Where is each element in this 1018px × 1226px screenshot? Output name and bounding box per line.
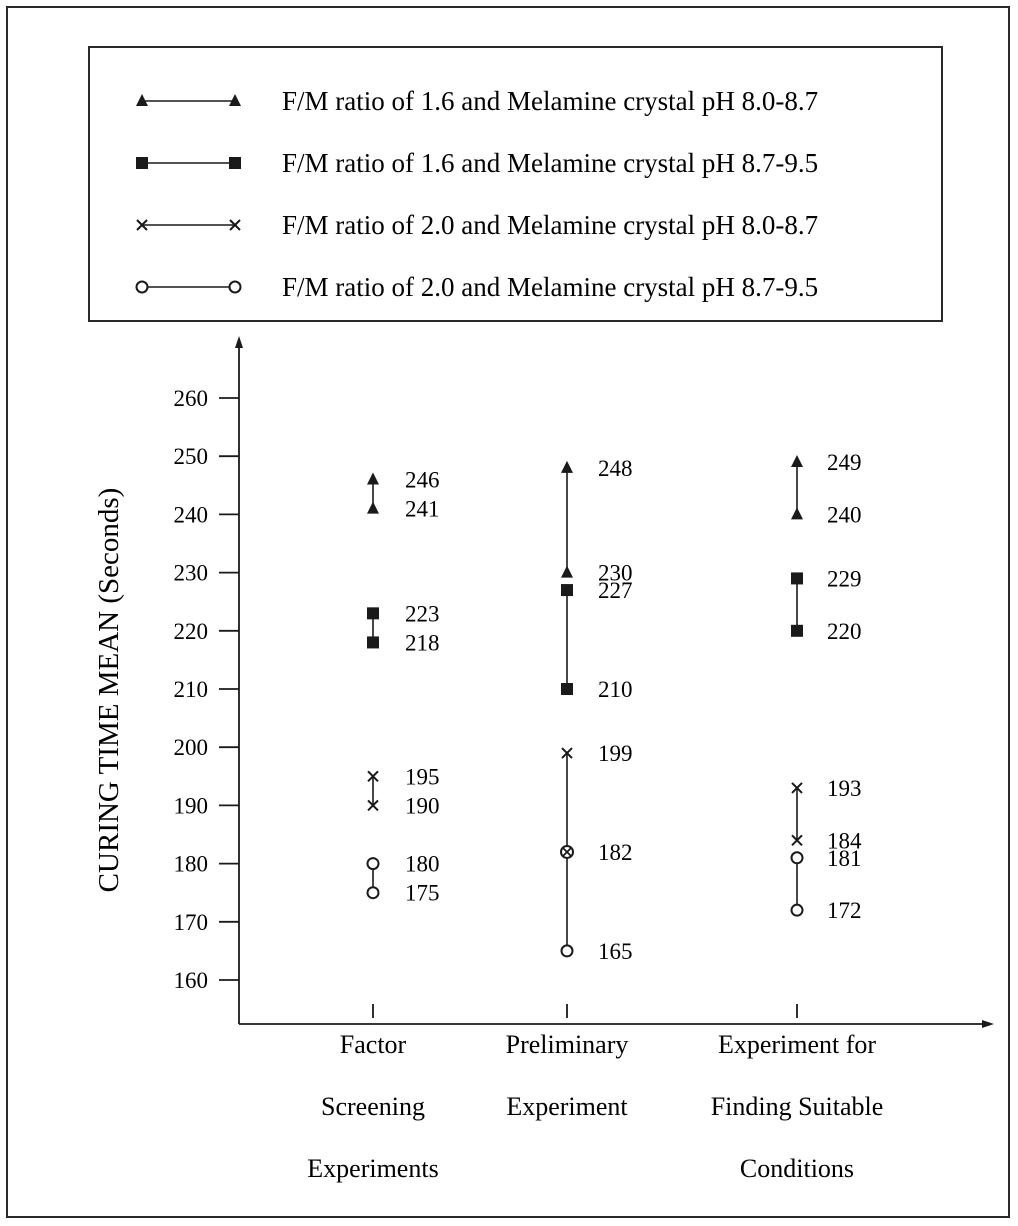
legend-marker-right-square — [229, 157, 241, 169]
legend-marker-right-cross — [229, 219, 241, 231]
data-label: 223 — [405, 601, 440, 626]
data-point-square — [561, 584, 573, 597]
figure-frame — [6, 6, 1010, 1218]
legend-entry: F/M ratio of 1.6 and Melamine crystal pH… — [282, 86, 818, 116]
data-label: 218 — [405, 630, 440, 655]
x-category-label: Preliminary — [506, 1030, 629, 1059]
data-label: 229 — [827, 566, 862, 591]
y-tick-label: 190 — [174, 793, 209, 818]
data-point-triangle — [561, 460, 573, 473]
y-tick-label: 200 — [174, 735, 209, 760]
data-point-cross — [791, 782, 803, 794]
legend-entry: F/M ratio of 2.0 and Melamine crystal pH… — [282, 210, 818, 240]
data-label: 172 — [827, 898, 862, 923]
x-category-label: Experiment — [506, 1092, 628, 1121]
data-label: 246 — [405, 467, 440, 492]
x-axis-arrow — [982, 1020, 994, 1028]
data-label: 182 — [598, 840, 633, 865]
y-tick-label: 250 — [174, 444, 209, 469]
x-category-label: Finding Suitable — [711, 1092, 884, 1121]
legend-entry: F/M ratio of 2.0 and Melamine crystal pH… — [282, 272, 818, 302]
data-label: 240 — [827, 502, 862, 527]
data-point-triangle — [561, 565, 573, 578]
data-point-circle — [366, 857, 380, 871]
data-point-circle — [790, 903, 804, 917]
y-tick-label: 170 — [174, 910, 209, 935]
data-label: 249 — [827, 450, 862, 475]
data-label: 241 — [405, 497, 440, 522]
data-label: 165 — [598, 939, 633, 964]
legend-marker-left-circle — [135, 280, 149, 294]
data-point-triangle — [367, 501, 379, 514]
legend-marker-right-circle — [228, 280, 242, 294]
data-point-triangle — [367, 472, 379, 485]
data-point-square — [367, 636, 379, 649]
data-label: 248 — [598, 456, 633, 481]
data-label: 181 — [827, 846, 862, 871]
y-tick-label: 230 — [174, 561, 209, 586]
y-tick-label: 260 — [174, 386, 209, 411]
data-point-circle — [790, 851, 804, 865]
y-tick-label: 180 — [174, 852, 209, 877]
legend-marker-right-triangle — [229, 94, 241, 106]
data-label: 175 — [405, 881, 440, 906]
data-point-cross — [791, 834, 803, 847]
data-label: 190 — [405, 793, 440, 818]
data-point-square — [791, 572, 803, 585]
y-axis-arrow — [235, 336, 243, 348]
data-point-cross — [367, 770, 379, 783]
x-category-label: Experiments — [307, 1154, 438, 1183]
legend-entry: F/M ratio of 1.6 and Melamine crystal pH… — [282, 148, 818, 178]
y-tick-label: 220 — [174, 619, 209, 644]
y-tick-label: 210 — [174, 677, 209, 702]
legend-marker-left-triangle — [136, 94, 148, 106]
data-label: 210 — [598, 677, 633, 702]
data-label: 220 — [827, 619, 862, 644]
data-label: 195 — [405, 764, 440, 789]
y-tick-label: 160 — [174, 968, 209, 993]
data-point-circle — [560, 844, 574, 859]
data-point-square — [561, 683, 573, 695]
data-point-cross — [561, 747, 573, 759]
data-label: 227 — [598, 578, 633, 603]
data-point-square — [367, 607, 379, 620]
data-label: 193 — [827, 776, 862, 801]
data-point-circle — [366, 886, 380, 900]
data-label: 199 — [598, 741, 633, 766]
data-label: 184 — [827, 828, 862, 853]
x-category-label: Factor — [340, 1030, 407, 1059]
x-category-label: Conditions — [740, 1154, 854, 1183]
legend-marker-left-square — [136, 157, 148, 169]
legend-box — [88, 46, 943, 322]
data-point-square — [791, 624, 803, 637]
x-category-label: Screening — [321, 1092, 425, 1121]
data-point-circle — [560, 944, 574, 958]
x-category-label: Experiment for — [718, 1030, 876, 1059]
y-tick-label: 240 — [174, 502, 209, 527]
data-label: 180 — [405, 852, 440, 877]
data-point-cross — [367, 799, 379, 812]
data-point-triangle — [791, 507, 803, 520]
legend-marker-left-cross — [136, 219, 148, 231]
y-axis-label: CURING TIME MEAN (Seconds) — [93, 488, 125, 893]
data-point-triangle — [791, 455, 803, 468]
data-label: 230 — [598, 561, 633, 586]
